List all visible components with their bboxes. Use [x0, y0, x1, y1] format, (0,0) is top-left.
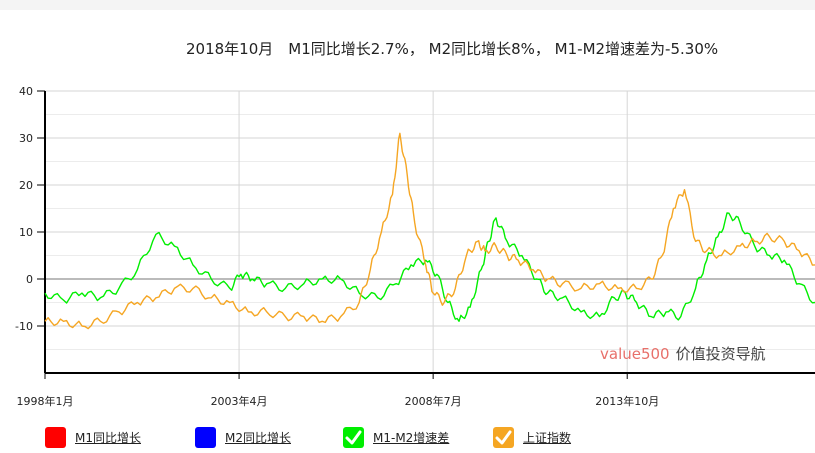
line-chart: 40 30 20 10 0 -10 1998年1月 2003年4月 2008年7月 2013年10… — [15, 85, 815, 408]
legend-item-1[interactable]: M2同比增长 — [195, 426, 291, 448]
x-tick-label: 2008年7月 — [405, 394, 462, 408]
watermark-brand: value500 — [600, 345, 670, 363]
series-lines — [44, 132, 815, 330]
axes — [37, 90, 815, 379]
y-tick-label: 0 — [26, 273, 33, 286]
chart-title: 2018年10月 M1同比增长2.7%， M2同比增长8%， M1-M2增速差为… — [186, 40, 719, 58]
legend-swatch-icon[interactable] — [195, 426, 216, 448]
y-tick-label: 20 — [19, 179, 33, 192]
y-tick-label: 10 — [19, 226, 33, 239]
legend-item-2[interactable]: M1-M2增速差 — [343, 426, 449, 448]
series-line-shanghai-index — [44, 132, 815, 330]
series-line-m1-m2-spread — [44, 212, 815, 322]
y-tick-label: 40 — [19, 85, 33, 98]
legend-label[interactable]: M1同比增长 — [75, 430, 141, 445]
x-tick-label: 2003年4月 — [211, 394, 268, 408]
x-tick-label: 2013年10月 — [595, 394, 659, 408]
x-tick-label: 1998年1月 — [17, 394, 74, 408]
tick-labels: 40 30 20 10 0 -10 1998年1月 2003年4月 2008年7月 2013年10… — [15, 85, 659, 408]
legend-label[interactable]: M1-M2增速差 — [373, 430, 450, 445]
legend-item-0[interactable]: M1同比增长 — [45, 426, 141, 448]
legend-item-3[interactable]: 上证指数 — [493, 426, 571, 448]
legend-checkbox-checked-icon[interactable] — [343, 426, 364, 448]
grid-lines — [45, 90, 815, 373]
watermark: value500 价值投资导航 — [600, 345, 766, 363]
legend-label[interactable]: M2同比增长 — [225, 430, 291, 445]
legend-swatch-icon[interactable] — [45, 426, 66, 448]
watermark-text: 价值投资导航 — [676, 345, 766, 363]
top-band — [0, 0, 815, 10]
y-tick-label: 30 — [19, 132, 33, 145]
y-tick-label: -10 — [15, 320, 33, 333]
legend-checkbox-checked-icon[interactable] — [493, 426, 514, 448]
legend-label[interactable]: 上证指数 — [523, 430, 572, 445]
